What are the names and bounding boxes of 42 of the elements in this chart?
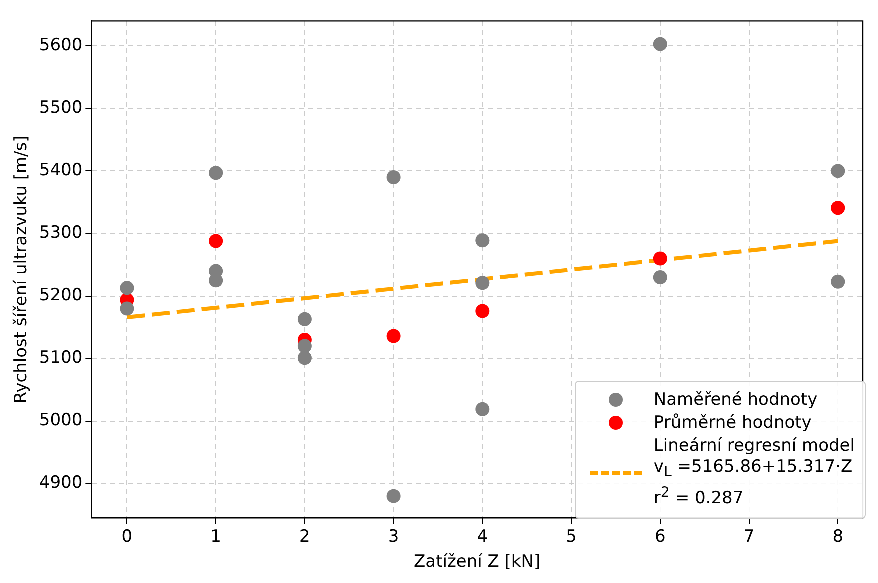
point <box>476 234 490 248</box>
x-tick-label: 8 <box>832 526 844 547</box>
point <box>476 304 490 318</box>
legend-label: Naměřené hodnoty <box>654 390 818 411</box>
y-tick-label: 5600 <box>39 36 83 56</box>
point <box>120 281 134 296</box>
x-tick-label: 2 <box>300 526 310 547</box>
y-tick-label: 4900 <box>39 473 83 494</box>
x-tick-label: 5 <box>566 526 577 547</box>
point <box>298 351 312 366</box>
point <box>653 270 668 285</box>
y-tick-label: 5300 <box>39 223 83 244</box>
x-axis-title: Zatížení Z [kN] <box>414 552 541 572</box>
point <box>476 276 490 290</box>
point <box>831 201 846 216</box>
y-tick-label: 5100 <box>39 348 83 368</box>
point <box>298 312 312 326</box>
point <box>120 302 134 316</box>
x-tick-label: 1 <box>210 526 222 547</box>
x-tick-label: 4 <box>477 526 488 547</box>
point <box>209 234 224 248</box>
point <box>831 164 846 178</box>
y-tick-label: 5400 <box>39 160 83 181</box>
point <box>476 402 490 416</box>
y-axis-title: Rychlost šíření ultrazvuku [m/s] <box>12 136 32 404</box>
x-tick-label: 7 <box>744 526 755 547</box>
point <box>386 489 401 504</box>
legend-label: Lineární regresní model v$_{L}$ =5165.86+15.317·Z r$^{2}$ = 0.287 <box>654 436 855 510</box>
point <box>831 274 846 289</box>
point <box>386 329 401 344</box>
point <box>653 37 668 52</box>
legend-label: Průměrné hodnoty <box>654 412 812 434</box>
point <box>298 339 312 354</box>
y-tick-label: 5000 <box>39 410 83 431</box>
x-tick-label: 3 <box>388 526 400 547</box>
y-tick-label: 5500 <box>39 98 83 118</box>
x-tick-label: 6 <box>654 526 666 547</box>
x-tick-label: 0 <box>122 526 133 547</box>
point <box>653 252 668 266</box>
point <box>386 170 401 184</box>
y-tick-label: 5200 <box>39 286 83 306</box>
point <box>209 166 224 180</box>
